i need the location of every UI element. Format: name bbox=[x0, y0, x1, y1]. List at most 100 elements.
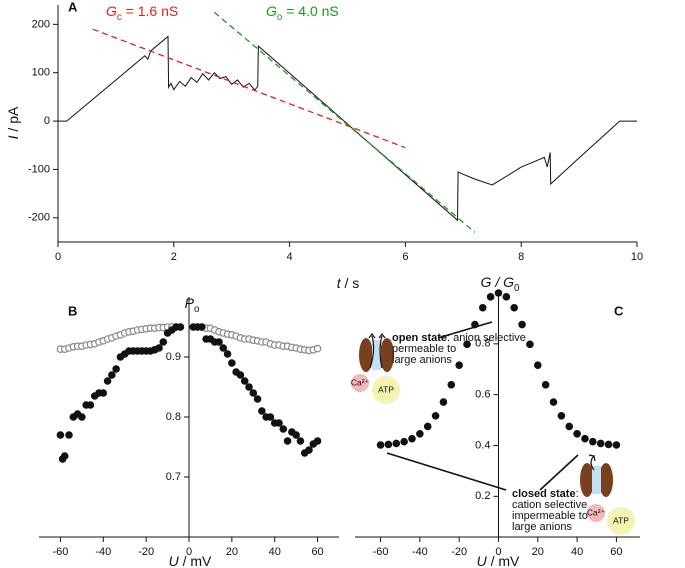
data-point bbox=[423, 422, 432, 431]
data-point bbox=[103, 377, 112, 385]
data-point bbox=[253, 395, 262, 403]
label-main: I bbox=[5, 135, 21, 139]
x-tick-label: 0 bbox=[186, 546, 192, 558]
pointer-line bbox=[386, 452, 507, 491]
axis-label: Go = 4.0 nS bbox=[266, 3, 339, 23]
data-point bbox=[86, 401, 95, 409]
axis-label: U / mV bbox=[477, 553, 520, 568]
label-sub: 0 bbox=[514, 283, 520, 294]
data-point bbox=[219, 344, 228, 352]
open-channel-icon bbox=[359, 333, 394, 372]
data-point bbox=[245, 383, 253, 391]
data-point bbox=[228, 359, 236, 367]
data-point bbox=[65, 431, 73, 439]
data-point bbox=[581, 434, 589, 443]
label-main: U bbox=[169, 553, 180, 568]
axis-label: U / mV bbox=[169, 553, 212, 568]
x-tick-label: -20 bbox=[451, 546, 467, 558]
note-line: impermeable to bbox=[512, 510, 588, 522]
data-point bbox=[236, 371, 245, 379]
label-rest: / mV bbox=[487, 553, 520, 568]
fit-line bbox=[92, 28, 406, 149]
note-line: cation selective bbox=[512, 499, 587, 511]
label-rest: = 1.6 nS bbox=[122, 3, 178, 19]
data-point bbox=[416, 430, 424, 438]
calcium-label: Ca²⁺ bbox=[351, 377, 370, 387]
data-point bbox=[478, 303, 487, 312]
data-point bbox=[502, 293, 511, 301]
data-point bbox=[56, 431, 65, 439]
data-point bbox=[439, 398, 448, 406]
note-bold: open state bbox=[392, 332, 447, 344]
y-tick-label: 0.7 bbox=[166, 471, 181, 483]
x-tick-label: -60 bbox=[52, 546, 68, 558]
data-point bbox=[431, 411, 440, 420]
label-sub: c bbox=[117, 12, 122, 23]
data-point bbox=[565, 422, 574, 431]
data-point bbox=[275, 419, 283, 427]
x-tick-label: 60 bbox=[610, 546, 622, 558]
atp-label: ATP bbox=[378, 384, 394, 394]
x-tick-label: 2 bbox=[171, 251, 177, 263]
label-rest: / pA bbox=[5, 106, 21, 135]
data-point bbox=[112, 365, 120, 373]
x-tick-label: -40 bbox=[412, 546, 428, 558]
pointer-line bbox=[437, 321, 493, 339]
data-point bbox=[108, 371, 116, 379]
x-tick-label: 6 bbox=[402, 251, 408, 263]
label-main: G bbox=[266, 3, 277, 19]
data-point bbox=[557, 411, 566, 420]
current-trace bbox=[58, 35, 637, 222]
calcium-label: Ca²⁺ bbox=[587, 507, 606, 517]
axis-label: G / G0 bbox=[481, 274, 520, 294]
data-point bbox=[292, 431, 300, 439]
axis-label: Po bbox=[185, 295, 200, 315]
x-tick-label: 0 bbox=[55, 251, 61, 263]
data-point bbox=[541, 380, 550, 389]
x-tick-label: -40 bbox=[95, 546, 111, 558]
data-point bbox=[589, 437, 597, 446]
x-tick-label: -60 bbox=[373, 546, 389, 558]
label-rest: = 4.0 nS bbox=[282, 3, 338, 19]
y-tick-label: -100 bbox=[28, 163, 50, 175]
x-tick-label: 20 bbox=[226, 546, 238, 558]
x-tick-label: 8 bbox=[518, 251, 524, 263]
data-point bbox=[313, 344, 322, 353]
panel-label: A bbox=[68, 0, 78, 14]
calcium-icon bbox=[351, 374, 369, 392]
note-line: large anions bbox=[392, 354, 452, 366]
atp-label: ATP bbox=[613, 515, 629, 525]
data-point bbox=[305, 446, 313, 454]
data-point bbox=[296, 437, 305, 445]
data-point bbox=[198, 323, 206, 331]
closed-channel-icon bbox=[580, 454, 613, 497]
data-point bbox=[518, 320, 526, 329]
x-tick-label: 20 bbox=[532, 546, 544, 558]
label-main: G / G bbox=[481, 274, 515, 290]
data-point bbox=[249, 389, 258, 397]
atp-icon bbox=[607, 507, 635, 535]
label-sub: o bbox=[277, 12, 283, 23]
label-rest: / s bbox=[341, 275, 360, 291]
data-point bbox=[159, 338, 168, 346]
label-main: U bbox=[477, 553, 488, 568]
data-point bbox=[510, 303, 519, 312]
open-state-note: open state: anion selective permeable to… bbox=[392, 332, 526, 366]
note-line: permeable to bbox=[392, 343, 456, 355]
data-point bbox=[392, 439, 401, 448]
x-tick-label: -20 bbox=[138, 546, 154, 558]
data-point bbox=[573, 430, 581, 438]
data-point bbox=[283, 437, 292, 445]
data-point bbox=[313, 437, 322, 445]
data-point bbox=[596, 439, 605, 448]
y-tick-label: 0.8 bbox=[475, 338, 490, 350]
data-point bbox=[78, 413, 86, 421]
data-point bbox=[279, 425, 288, 433]
data-point bbox=[258, 407, 266, 415]
data-point bbox=[455, 361, 463, 369]
y-tick-label: 100 bbox=[32, 67, 50, 79]
y-tick-label: 200 bbox=[32, 18, 50, 30]
y-tick-label: 0 bbox=[44, 115, 50, 127]
axis-label: I / pA bbox=[5, 106, 21, 139]
